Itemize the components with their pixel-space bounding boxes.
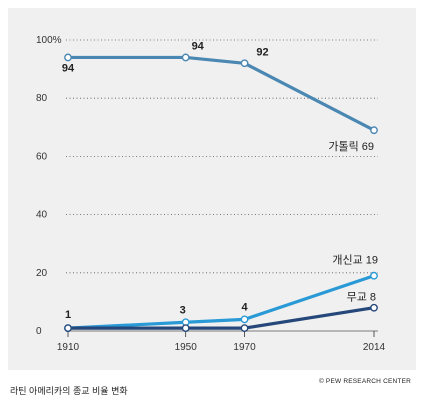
- x-tick-label: 1910: [57, 342, 80, 353]
- y-tick-label: 20: [36, 268, 48, 279]
- data-label: 4: [241, 301, 248, 313]
- y-tick-label: 60: [36, 151, 48, 162]
- data-point: [64, 324, 72, 332]
- y-tick-label: 40: [36, 210, 48, 221]
- data-label: 1: [65, 309, 71, 321]
- y-tick-label: 80: [36, 93, 48, 104]
- chart-panel: [8, 8, 416, 370]
- series-end-label: 가톨릭 69: [328, 140, 374, 153]
- series-line: [66, 274, 376, 330]
- data-point: [64, 53, 72, 62]
- data-point: [181, 324, 190, 332]
- data-point: [240, 324, 249, 332]
- x-tick-label: 1950: [175, 342, 198, 353]
- data-point: [181, 53, 190, 62]
- x-tick-label: 1970: [233, 342, 256, 353]
- data-point: [370, 126, 378, 135]
- series-line: [66, 306, 376, 330]
- series-line: [66, 55, 376, 132]
- data-point: [370, 303, 378, 312]
- data-point: [370, 271, 378, 280]
- series-end-label: 무교 8: [347, 292, 376, 304]
- x-tick-label: 2014: [363, 342, 386, 353]
- source-credit: © PEW RESEARCH CENTER: [318, 378, 411, 385]
- series-end-label: 개신교 19: [332, 254, 378, 267]
- y-tick-label: 100%: [36, 35, 62, 46]
- data-label: 92: [256, 46, 268, 58]
- data-point: [240, 315, 249, 324]
- data-label: 94: [62, 62, 75, 74]
- data-label: 3: [180, 304, 186, 316]
- y-tick-label: 0: [36, 326, 42, 337]
- data-point: [240, 59, 249, 68]
- chart-caption: 라틴 아메리카의 종교 비율 변화: [10, 386, 128, 396]
- data-label: 94: [192, 40, 205, 52]
